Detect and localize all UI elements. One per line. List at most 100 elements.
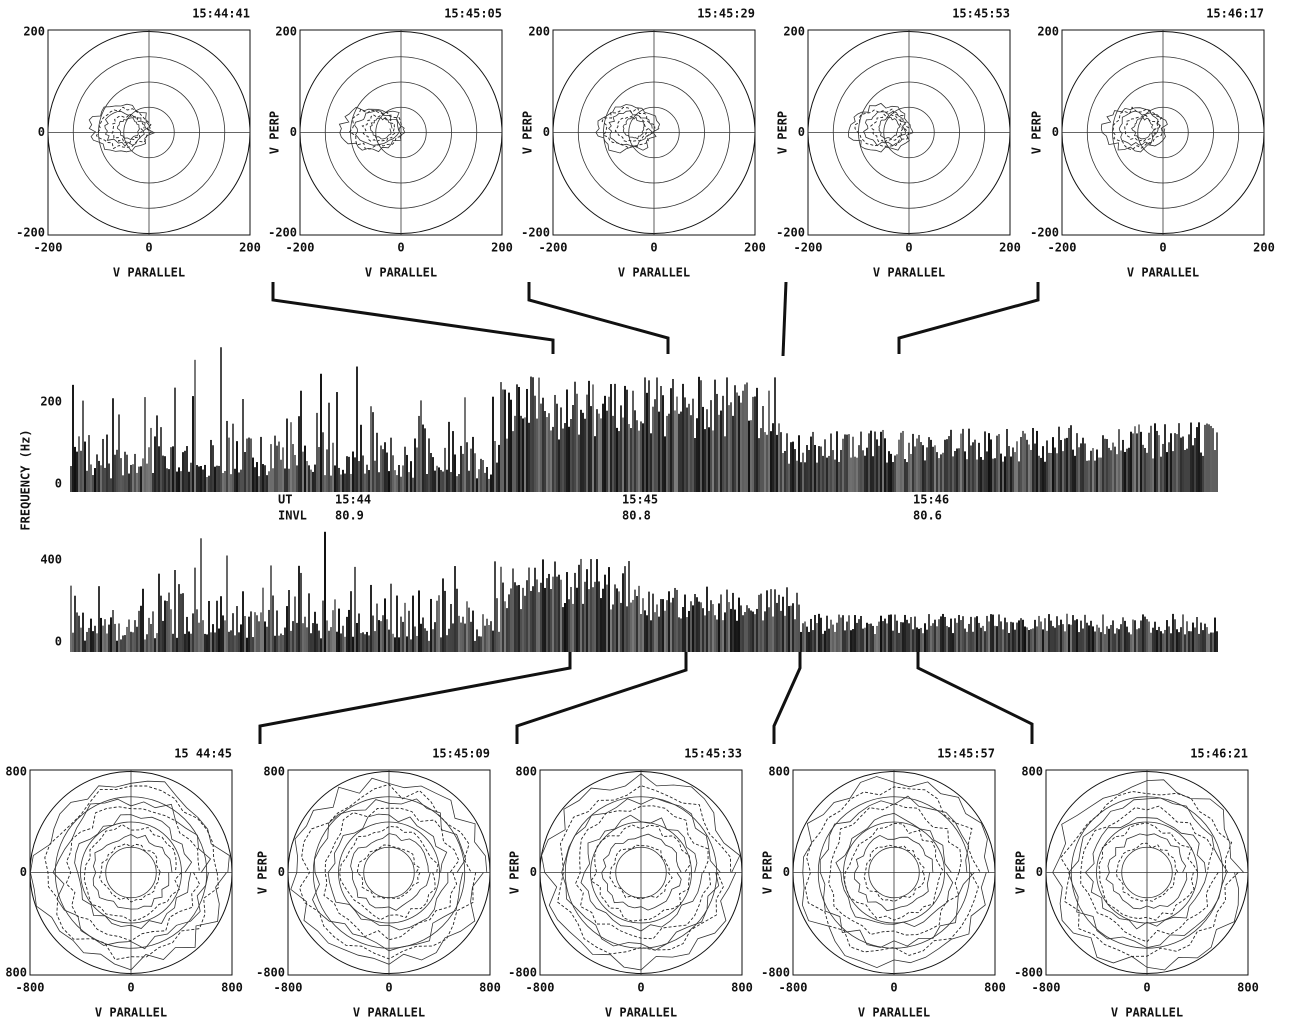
spectral-streak bbox=[430, 452, 432, 492]
spectral-streak bbox=[474, 640, 476, 652]
contour bbox=[1084, 817, 1208, 930]
spectral-streak bbox=[910, 617, 912, 652]
spectral-streak bbox=[1154, 423, 1156, 492]
x-tick-label: 200 bbox=[491, 241, 513, 255]
spectral-streak bbox=[108, 463, 110, 492]
spectral-streak bbox=[458, 615, 460, 652]
spectral-streak bbox=[726, 589, 728, 652]
spectral-streak bbox=[190, 462, 192, 492]
spectral-streak bbox=[536, 418, 538, 492]
spectral-streak bbox=[1068, 427, 1070, 492]
spectral-streak bbox=[236, 441, 238, 492]
spectral-streak bbox=[992, 614, 994, 652]
spectral-streak bbox=[926, 447, 928, 492]
spectral-streak bbox=[1060, 619, 1062, 652]
y-tick-label: 800 bbox=[515, 765, 537, 779]
spectral-streak bbox=[816, 623, 818, 652]
spectral-streak bbox=[164, 600, 166, 652]
spectral-streak bbox=[938, 619, 940, 652]
spectral-streak bbox=[1010, 621, 1012, 652]
spectral-streak bbox=[658, 411, 660, 492]
spectral-streak bbox=[790, 442, 792, 492]
spectral-streak bbox=[628, 424, 630, 492]
spectral-streak bbox=[1142, 444, 1144, 492]
spectral-streak bbox=[160, 427, 162, 492]
spectral-streak bbox=[898, 439, 900, 492]
spectral-streak bbox=[1202, 455, 1204, 492]
x-tick-label: 0 bbox=[1143, 981, 1150, 995]
spectral-streak bbox=[882, 621, 884, 652]
spectral-streak bbox=[1086, 460, 1088, 492]
spectral-streak bbox=[232, 613, 234, 652]
spectral-streak bbox=[554, 561, 556, 652]
spectral-streak bbox=[758, 594, 760, 652]
spectral-streak bbox=[98, 586, 100, 652]
spectral-streak bbox=[246, 637, 248, 652]
spectral-streak bbox=[408, 472, 410, 492]
contour bbox=[354, 109, 400, 146]
spectral-streak bbox=[1130, 634, 1132, 652]
spectral-streak bbox=[1160, 631, 1162, 652]
spectral-streak bbox=[846, 434, 848, 492]
spectral-streak bbox=[866, 447, 868, 492]
spectral-streak bbox=[100, 617, 102, 652]
spectral-streak bbox=[428, 640, 430, 652]
spectral-streak bbox=[124, 451, 126, 492]
spectral-streak bbox=[1168, 626, 1170, 652]
spectral-streak bbox=[798, 604, 800, 652]
invl-label: 80.6 bbox=[913, 509, 942, 523]
spectral-streak bbox=[568, 599, 570, 652]
spectral-streak bbox=[800, 462, 802, 492]
spectral-streak bbox=[634, 410, 636, 492]
connectors bbox=[258, 281, 1040, 744]
spectral-streak bbox=[352, 451, 354, 492]
spectral-streak bbox=[672, 378, 674, 492]
spectral-streak bbox=[1212, 428, 1214, 492]
spectral-streak bbox=[720, 410, 722, 492]
spectral-streak bbox=[144, 397, 146, 492]
spectral-streak bbox=[372, 412, 374, 492]
spectral-streak bbox=[796, 460, 798, 492]
spectral-streak bbox=[488, 625, 490, 652]
spectral-streak bbox=[280, 633, 282, 652]
spectral-streak bbox=[500, 382, 502, 492]
spectral-streak bbox=[1020, 618, 1022, 652]
distribution-panel: 15 44:45 -800 0 800 800 0 800 V PARALLEL bbox=[5, 747, 243, 1020]
spectral-streak bbox=[1078, 447, 1080, 492]
y-tick-label: -800 bbox=[1014, 966, 1043, 980]
spectral-streak bbox=[928, 437, 930, 492]
spectral-streak bbox=[830, 619, 832, 652]
spectral-streak bbox=[620, 602, 622, 652]
spectral-streak bbox=[1098, 627, 1100, 652]
spectral-streak bbox=[114, 623, 116, 652]
spectral-streak bbox=[878, 445, 880, 492]
spectral-streak bbox=[748, 420, 750, 492]
spectral-streak bbox=[630, 428, 632, 492]
panel-time: 15:45:33 bbox=[684, 747, 742, 761]
spectral-streak bbox=[1000, 453, 1002, 492]
spectral-streak bbox=[168, 469, 170, 492]
spectral-streak bbox=[1052, 626, 1054, 652]
spectral-streak bbox=[376, 432, 378, 492]
spectral-streak bbox=[854, 615, 856, 652]
spectral-streak bbox=[960, 620, 962, 652]
spectral-streak bbox=[706, 586, 708, 652]
y-tick-label: 800 bbox=[5, 765, 27, 779]
contour bbox=[854, 108, 911, 147]
spectral-streak bbox=[768, 390, 770, 492]
spectral-streak bbox=[1150, 632, 1152, 652]
spectral-streak bbox=[258, 621, 260, 652]
spectral-streak bbox=[698, 376, 700, 492]
spectral-streak bbox=[482, 614, 484, 652]
spectral-streak bbox=[650, 620, 652, 652]
spectral-streak bbox=[688, 610, 690, 652]
spectral-streak bbox=[354, 457, 356, 492]
spectral-streak bbox=[664, 610, 666, 652]
spectral-streak bbox=[1124, 451, 1126, 492]
spectral-streak bbox=[718, 603, 720, 652]
spectral-streak bbox=[186, 616, 188, 652]
spectral-streak bbox=[122, 475, 124, 492]
spectral-streak bbox=[1194, 437, 1196, 492]
spectral-streak bbox=[332, 610, 334, 652]
